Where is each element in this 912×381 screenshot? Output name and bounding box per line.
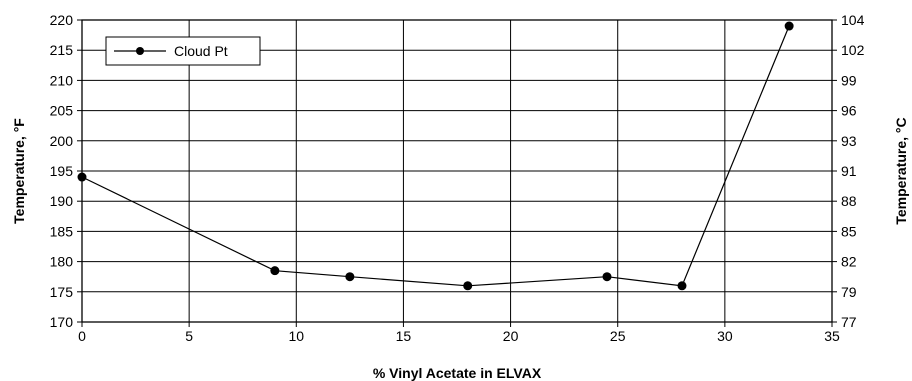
legend: Cloud Pt [105, 36, 261, 66]
x-tick-label: 35 [824, 328, 840, 344]
y2-tick-label: 99 [841, 72, 857, 88]
y-tick-label: 215 [50, 42, 74, 58]
legend-marker [136, 47, 144, 55]
y2-tick-label: 77 [841, 314, 857, 330]
x-axis: 0 5 10 15 20 25 30 35 [78, 322, 840, 344]
y-axis-title-left: Temperature, °F [11, 118, 27, 224]
y-tick-label: 200 [50, 133, 74, 149]
y2-tick-label: 91 [841, 163, 857, 179]
y2-tick-label: 85 [841, 223, 857, 239]
y2-tick-label: 96 [841, 103, 857, 119]
y-tick-label: 190 [50, 193, 74, 209]
y-tick-label: 210 [50, 72, 74, 88]
data-point [784, 21, 794, 31]
y2-tick-label: 102 [841, 42, 865, 58]
x-tick-label: 30 [717, 328, 733, 344]
x-tick-label: 5 [185, 328, 193, 344]
y-axis-title-right: Temperature, °C [893, 117, 909, 224]
y-tick-label: 175 [50, 284, 74, 300]
y-tick-label: 195 [50, 163, 74, 179]
y-tick-label: 180 [50, 254, 74, 270]
x-axis-title: % Vinyl Acetate in ELVAX [373, 365, 542, 381]
grid-lines [82, 20, 832, 322]
x-tick-label: 10 [288, 328, 304, 344]
data-point [270, 266, 280, 276]
y-axis-left: 170 175 180 185 190 195 200 205 210 215 220 [50, 12, 82, 330]
data-point [463, 281, 473, 291]
data-point [677, 281, 687, 291]
x-tick-label: 0 [78, 328, 86, 344]
x-tick-label: 25 [610, 328, 626, 344]
y2-tick-label: 93 [841, 133, 857, 149]
data-point [602, 272, 612, 282]
y-axis-right: 77 79 82 85 88 91 93 96 99 102 104 [832, 12, 865, 330]
x-tick-label: 20 [503, 328, 519, 344]
data-point [77, 172, 87, 182]
y-tick-label: 170 [50, 314, 74, 330]
legend-label-cloud-pt: Cloud Pt [174, 43, 228, 59]
y2-tick-label: 79 [841, 284, 857, 300]
series-layer [77, 21, 794, 291]
y-tick-label: 205 [50, 103, 74, 119]
y2-tick-label: 104 [841, 12, 865, 28]
y2-tick-label: 82 [841, 254, 857, 270]
y2-tick-label: 88 [841, 193, 857, 209]
y-tick-label: 220 [50, 12, 74, 28]
x-tick-label: 15 [396, 328, 412, 344]
y-tick-label: 185 [50, 223, 74, 239]
data-point [345, 272, 355, 282]
